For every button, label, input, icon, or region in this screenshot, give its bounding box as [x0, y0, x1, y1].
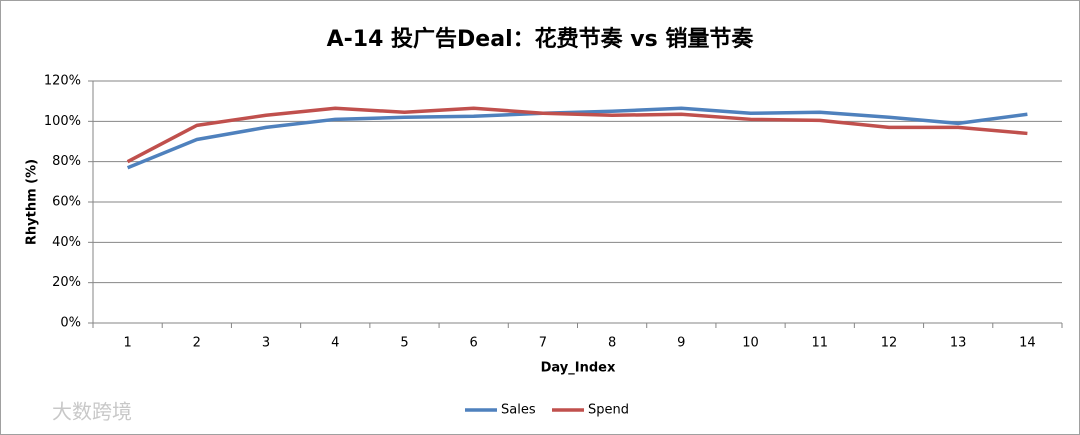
- x-tick-label: 7: [539, 336, 547, 351]
- x-tick-label: 10: [742, 336, 759, 351]
- y-tick-label: 120%: [44, 74, 81, 89]
- x-axis-title: Day_Index: [541, 361, 616, 376]
- x-tick-label: 12: [881, 336, 898, 351]
- watermark: 大数跨境: [52, 400, 132, 424]
- x-tick-label: 11: [811, 336, 828, 351]
- x-tick-label: 3: [262, 336, 270, 351]
- x-tick-label: 4: [331, 336, 339, 351]
- y-axis-title: Rhythm (%): [25, 159, 40, 245]
- y-tick-label: 0%: [60, 316, 81, 331]
- chart-title: A-14 投广告Deal：花费节奏 vs 销量节奏: [327, 26, 755, 52]
- x-tick-label: 6: [470, 336, 478, 351]
- legend-label: Sales: [501, 403, 536, 418]
- series-line: [126, 106, 1028, 164]
- series-line: [126, 106, 1028, 170]
- x-tick-label: 9: [677, 336, 685, 351]
- x-tick-label: 14: [1019, 336, 1036, 351]
- y-tick-label: 60%: [52, 195, 81, 210]
- legend-label: Spend: [588, 403, 629, 418]
- x-tick-label: 13: [950, 336, 967, 351]
- x-tick-label: 2: [193, 336, 201, 351]
- y-tick-label: 20%: [52, 275, 81, 290]
- x-tick-label: 8: [608, 336, 616, 351]
- y-tick-label: 40%: [52, 235, 81, 250]
- y-tick-label: 100%: [44, 114, 81, 129]
- x-tick-label: 5: [400, 336, 408, 351]
- x-tick-label: 1: [123, 336, 131, 351]
- y-tick-label: 80%: [52, 154, 81, 169]
